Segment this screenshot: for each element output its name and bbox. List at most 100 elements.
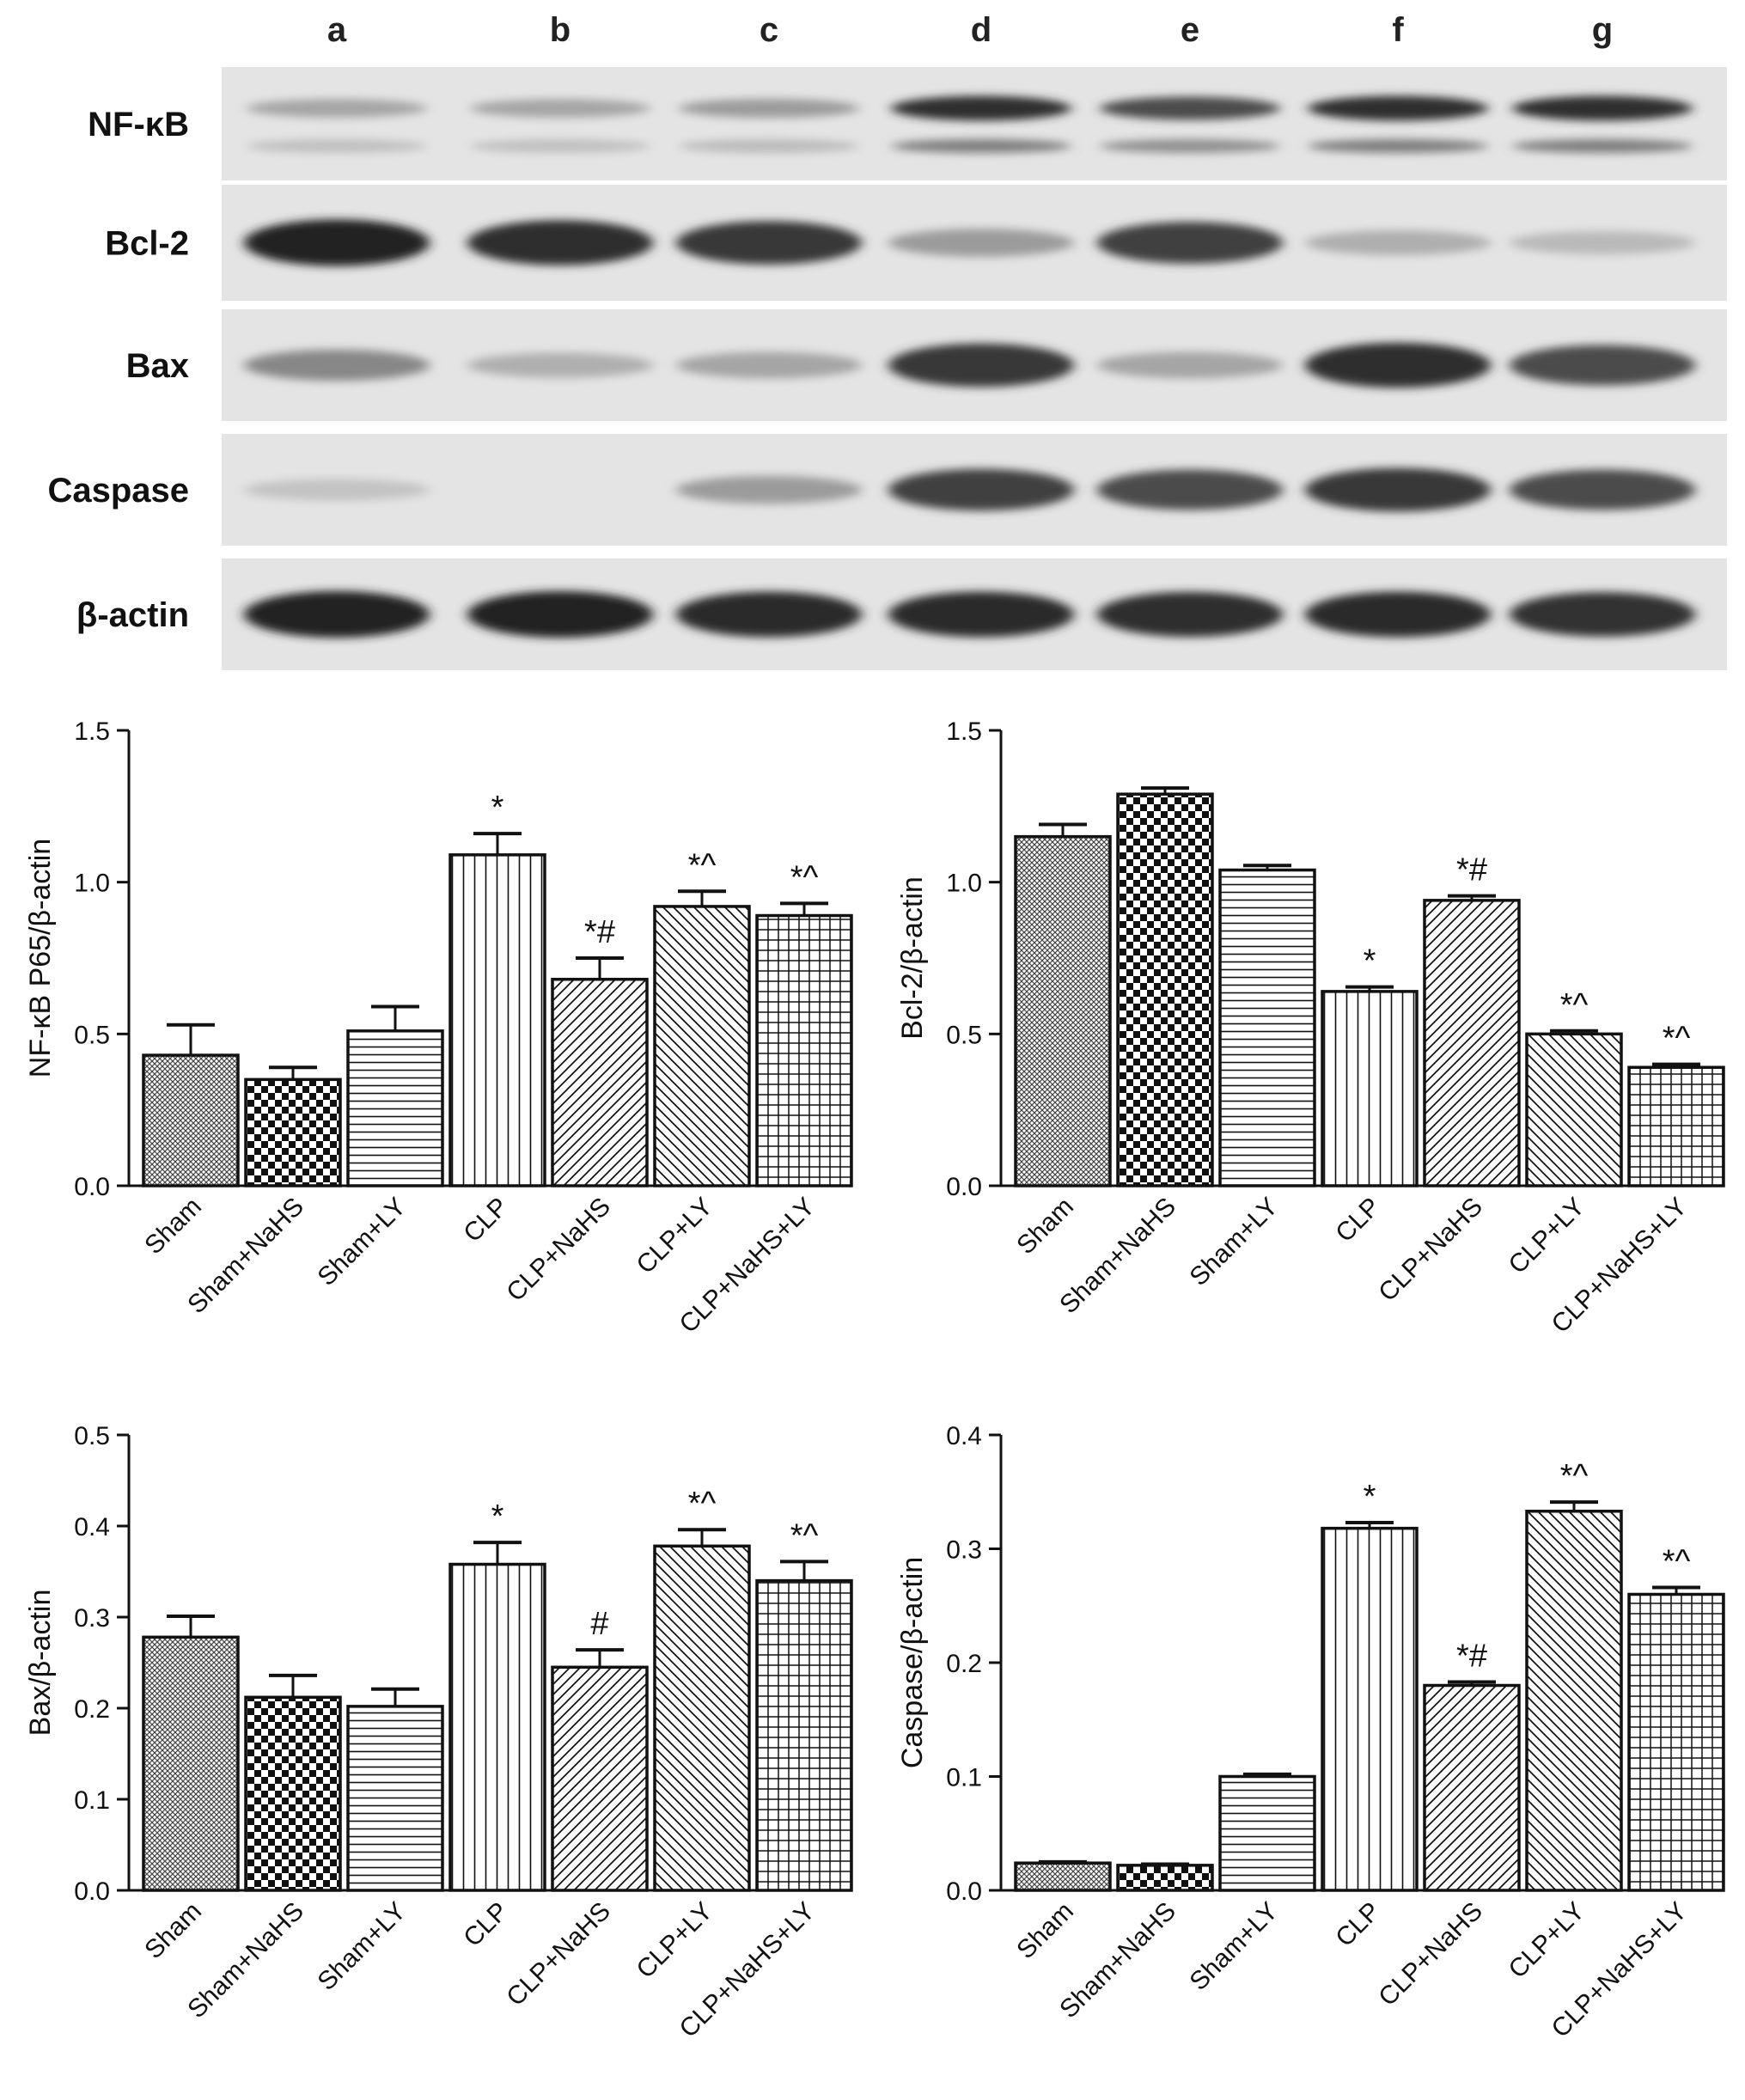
chart-nfkb: 0.00.51.01.5NF-κB P65/β-actinShamSham+Na… <box>24 717 853 1339</box>
bar-clp-nahs-ly <box>1627 1592 1725 1892</box>
blot-band <box>1097 591 1283 638</box>
bar-sham <box>142 1053 240 1187</box>
blot-band <box>888 468 1074 511</box>
significance-mark: * <box>1364 1479 1376 1515</box>
category-label: CLP+NaHS <box>501 1193 616 1308</box>
bar-clp-nahs-ly <box>755 1578 853 1892</box>
bar-clp-nahs <box>551 1665 649 1892</box>
blot-band <box>891 139 1071 153</box>
bar-clp-ly <box>653 1544 751 1892</box>
blot-band <box>1512 95 1693 121</box>
bar-sham-ly <box>346 1705 444 1892</box>
significance-mark: *^ <box>790 1517 819 1554</box>
y-tick-label: 0.1 <box>74 1786 110 1815</box>
blot-band <box>888 343 1074 388</box>
blot-band <box>1510 592 1695 637</box>
lane-label-d: d <box>971 11 991 49</box>
blot-band <box>676 591 862 638</box>
y-tick-label: 1.0 <box>946 870 982 898</box>
y-tick-label: 1.0 <box>74 870 110 898</box>
category-label: CLP+NaHS <box>1373 1193 1488 1308</box>
blot-band <box>1305 342 1491 388</box>
blot-band <box>244 219 430 266</box>
y-tick-label: 0.4 <box>946 1422 982 1450</box>
category-label: Sham <box>139 1897 207 1965</box>
y-axis-label: NF-κB P65/β-actin <box>24 839 57 1077</box>
category-label: CLP+LY <box>631 1193 718 1279</box>
significance-mark: *^ <box>1560 987 1589 1023</box>
blot-band <box>467 220 653 266</box>
lane-label-b: b <box>550 11 570 49</box>
bar-sham-ly <box>346 1029 444 1187</box>
blot-row-label: β-actin <box>76 596 189 634</box>
blot-row-label: NF-κB <box>88 106 189 143</box>
y-tick-label: 0.4 <box>74 1513 110 1541</box>
significance-mark: * <box>491 1499 504 1535</box>
blot-band <box>1097 469 1283 510</box>
bar-sham <box>1014 834 1112 1187</box>
y-tick-label: 0.5 <box>74 1422 110 1450</box>
blot-band <box>888 229 1074 257</box>
blot-band <box>470 139 650 153</box>
blot-band <box>1305 230 1491 255</box>
bar-sham <box>142 1635 240 1892</box>
y-tick-label: 0.0 <box>74 1173 110 1201</box>
blot-band <box>679 139 859 153</box>
blot-band <box>676 475 862 504</box>
bar-clp <box>1321 1526 1419 1892</box>
y-tick-label: 0.3 <box>946 1536 982 1565</box>
blot-band <box>244 479 430 501</box>
bar-clp <box>448 1562 546 1892</box>
lane-label-a: a <box>327 11 347 49</box>
lane-label-f: f <box>1392 11 1404 49</box>
blot-strip <box>222 67 1727 180</box>
blot-band <box>1100 139 1280 153</box>
blot-band <box>244 349 430 382</box>
category-label: CLP+LY <box>1504 1897 1590 1984</box>
blot-band <box>888 591 1074 638</box>
bar-sham <box>1014 1861 1112 1892</box>
blot-band <box>1308 95 1488 121</box>
y-tick-label: 0.1 <box>946 1764 982 1792</box>
blot-band <box>1510 230 1695 255</box>
lane-label-e: e <box>1181 11 1199 49</box>
significance-mark: *# <box>1456 852 1487 888</box>
significance-mark: *^ <box>1663 1544 1691 1580</box>
y-tick-label: 0.2 <box>74 1695 110 1724</box>
bar-clp-ly <box>1525 1510 1623 1892</box>
category-label: Sham+LY <box>1184 1193 1284 1292</box>
chart-bax: 0.00.10.20.30.40.5Bax/β-actinShamSham+Na… <box>24 1422 853 2043</box>
category-label: CLP+NaHS <box>1373 1897 1488 2012</box>
bar-clp <box>1321 990 1419 1187</box>
y-tick-label: 1.5 <box>946 717 982 746</box>
blot-band <box>1305 591 1491 638</box>
bar-sham-nahs <box>244 1077 342 1187</box>
y-tick-label: 0.5 <box>946 1021 982 1049</box>
y-axis-label: Bcl-2/β-actin <box>896 876 929 1040</box>
blot-band <box>676 221 862 265</box>
blot-band <box>244 590 430 638</box>
significance-mark: * <box>1364 943 1376 980</box>
significance-mark: *^ <box>1663 1021 1691 1057</box>
blot-band <box>467 590 653 638</box>
category-label: CLP+LY <box>1504 1193 1590 1279</box>
blot-band <box>1097 351 1283 379</box>
significance-mark: *^ <box>688 1486 717 1522</box>
western-blot-panel: a b c d e f g NF-κB Bcl-2 Bax Caspase β-actin <box>47 11 1727 670</box>
blot-band <box>247 139 427 153</box>
significance-mark: * <box>491 790 504 826</box>
blot-row-label: Caspase <box>47 472 189 510</box>
category-label: Sham+LY <box>1184 1897 1284 1997</box>
blot-band <box>1308 139 1488 153</box>
category-label: Sham+LY <box>312 1897 412 1997</box>
y-tick-label: 0.2 <box>946 1650 982 1678</box>
blot-band <box>891 95 1071 121</box>
significance-mark: *^ <box>688 847 717 883</box>
category-label: Sham <box>1011 1193 1079 1261</box>
bar-clp <box>448 853 546 1187</box>
significance-mark: *# <box>1456 1639 1487 1675</box>
significance-mark: *^ <box>1560 1458 1589 1494</box>
y-axis-label: Caspase/β-actin <box>896 1557 929 1768</box>
bar-clp-nahs-ly <box>755 913 853 1187</box>
